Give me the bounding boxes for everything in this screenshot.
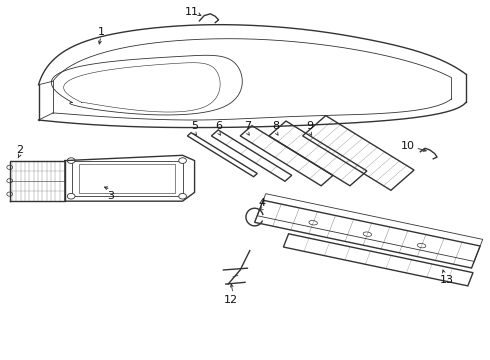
Text: 7: 7 [244, 121, 251, 131]
Text: 5: 5 [191, 121, 198, 131]
Circle shape [7, 165, 13, 170]
Text: 10: 10 [401, 141, 415, 152]
Circle shape [179, 193, 186, 199]
Ellipse shape [309, 221, 318, 225]
Circle shape [67, 158, 75, 163]
Ellipse shape [363, 232, 371, 237]
Text: 2: 2 [16, 145, 23, 154]
Circle shape [7, 192, 13, 196]
Ellipse shape [417, 243, 426, 248]
Circle shape [179, 158, 186, 163]
Text: 8: 8 [272, 121, 280, 131]
Text: 1: 1 [98, 27, 104, 37]
Text: 3: 3 [107, 190, 114, 201]
Text: 6: 6 [215, 121, 222, 131]
Text: 9: 9 [306, 121, 314, 131]
Circle shape [67, 193, 75, 199]
Text: 12: 12 [223, 294, 238, 305]
Text: 4: 4 [258, 198, 266, 208]
Text: 13: 13 [440, 275, 454, 285]
Text: 11: 11 [185, 8, 199, 17]
Circle shape [7, 179, 13, 183]
